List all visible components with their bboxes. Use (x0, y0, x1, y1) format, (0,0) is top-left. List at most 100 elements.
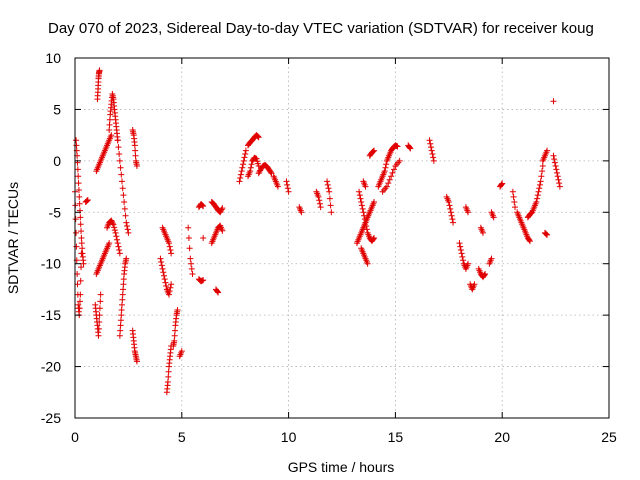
data-point (117, 317, 124, 324)
data-point (106, 116, 113, 123)
data-point (527, 210, 534, 217)
data-point (482, 271, 489, 277)
data-point (121, 205, 128, 212)
data-point (166, 288, 173, 295)
data-point (158, 262, 165, 269)
data-point (200, 235, 207, 241)
y-tick-label: -20 (41, 359, 61, 375)
data-point (357, 195, 364, 202)
data-point (123, 223, 130, 229)
data-point (106, 121, 113, 128)
y-tick-label: 5 (53, 101, 61, 117)
data-point (381, 168, 388, 175)
data-point (168, 250, 175, 257)
data-point (274, 183, 281, 190)
data-point (255, 134, 262, 141)
data-point (447, 205, 454, 212)
data-point (77, 214, 84, 221)
data-point (76, 298, 83, 305)
x-tick-label: 20 (494, 429, 510, 445)
data-point (106, 240, 113, 247)
data-point (117, 164, 124, 171)
data-point (185, 235, 192, 241)
data-point (72, 216, 79, 223)
data-point (498, 181, 505, 188)
data-point (158, 259, 165, 265)
data-point (552, 163, 559, 169)
data-point (96, 312, 103, 319)
data-point (119, 291, 126, 298)
plot-frame (74, 57, 610, 419)
data-point (428, 144, 434, 151)
data-point (388, 173, 395, 180)
data-point (167, 284, 174, 291)
data-point (450, 219, 457, 226)
data-point (200, 203, 207, 210)
data-point (534, 192, 541, 199)
y-tick-label: 0 (53, 153, 61, 169)
data-point (120, 192, 127, 199)
data-point (171, 337, 178, 344)
data-point (120, 281, 127, 288)
data-points (72, 67, 563, 396)
data-point (407, 145, 414, 152)
data-point (315, 193, 322, 200)
data-point (119, 296, 126, 303)
data-point (361, 216, 368, 223)
x-axis-label: GPS time / hours (288, 459, 395, 475)
data-point (241, 154, 248, 161)
data-point (430, 154, 437, 161)
data-point (542, 230, 549, 237)
data-point (77, 291, 84, 298)
data-point (172, 327, 179, 334)
data-point (457, 243, 464, 250)
data-point (164, 379, 171, 385)
data-point (219, 205, 226, 212)
data-point (247, 164, 254, 171)
data-point (76, 305, 83, 312)
data-point (428, 147, 435, 154)
data-point (75, 187, 82, 193)
data-point (187, 255, 194, 262)
data-point (79, 245, 86, 252)
data-point (78, 264, 85, 271)
x-tick-label: 0 (71, 429, 79, 445)
data-point (362, 219, 369, 226)
data-point (111, 224, 118, 231)
data-point (327, 202, 334, 209)
data-point (363, 226, 370, 233)
data-point (73, 229, 80, 236)
data-point (363, 223, 370, 229)
data-point (316, 197, 323, 204)
data-point (188, 260, 195, 267)
data-point (214, 288, 221, 295)
data-point (73, 137, 80, 144)
data-point (255, 170, 262, 177)
data-point (77, 221, 84, 228)
data-point (509, 188, 516, 195)
data-point (215, 289, 222, 296)
data-point (526, 237, 533, 244)
data-point (371, 235, 378, 241)
data-point (267, 169, 274, 176)
data-point (371, 199, 378, 205)
data-point (112, 229, 119, 236)
data-point (389, 169, 396, 176)
data-point (445, 199, 452, 205)
data-point (544, 147, 551, 154)
data-point (162, 279, 169, 286)
data-point (185, 224, 192, 231)
data-point (370, 236, 377, 243)
x-tick-label: 25 (601, 429, 617, 445)
data-point (426, 137, 433, 144)
data-point (369, 148, 376, 155)
data-point (157, 255, 164, 262)
data-point (84, 196, 91, 203)
data-point (122, 212, 129, 219)
data-point (446, 202, 453, 209)
data-point (458, 250, 465, 257)
data-point (556, 180, 563, 187)
data-point (537, 178, 544, 185)
data-point (116, 332, 123, 339)
